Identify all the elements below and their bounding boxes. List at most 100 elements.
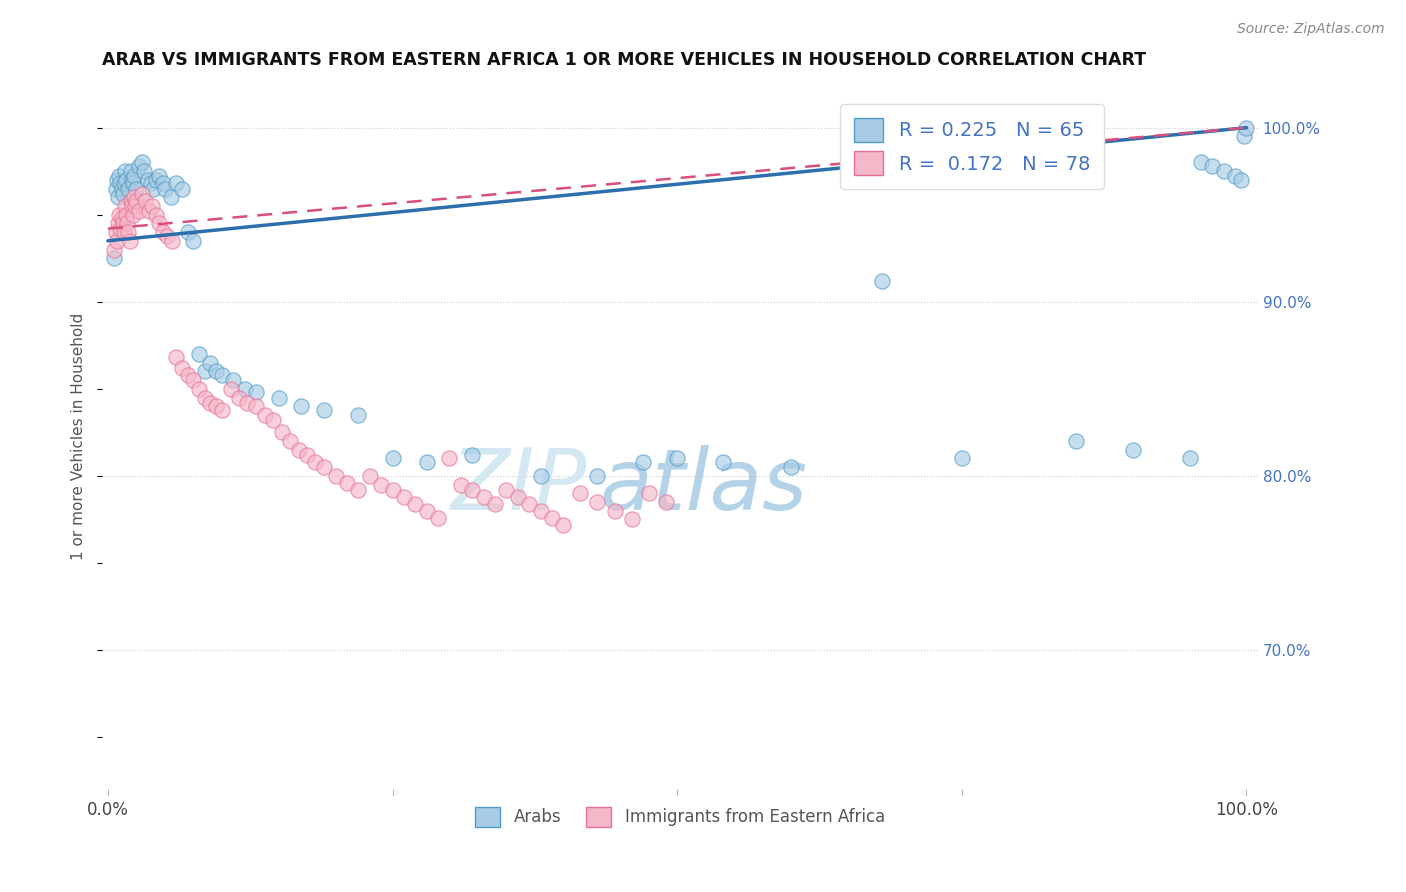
Point (439, 451, 461, 466)
Point (205, 399, 228, 413)
Point (1064, 434, 1087, 448)
Point (228, 391, 250, 405)
Point (569, 486, 592, 500)
Point (188, 347, 211, 361)
Point (159, 190, 181, 204)
Point (245, 399, 267, 413)
Point (188, 382, 211, 396)
Point (347, 483, 370, 497)
Point (461, 483, 484, 497)
Point (152, 225, 174, 239)
Point (233, 382, 256, 396)
Point (165, 177, 187, 191)
Point (103, 251, 125, 265)
Point (1122, 442, 1144, 457)
Point (1229, 173, 1251, 187)
Point (170, 360, 193, 375)
Point (128, 204, 150, 219)
Point (336, 475, 359, 490)
Point (117, 225, 139, 239)
Point (136, 173, 159, 187)
Point (211, 402, 233, 417)
Point (950, 451, 973, 466)
Point (1201, 159, 1223, 173)
Point (381, 451, 404, 466)
Point (427, 510, 450, 524)
Point (415, 455, 437, 469)
Point (122, 177, 145, 191)
Point (288, 442, 311, 457)
Point (142, 181, 165, 195)
Point (118, 234, 141, 248)
Point (529, 468, 551, 483)
Legend: Arabs, Immigrants from Eastern Africa: Arabs, Immigrants from Eastern Africa (468, 800, 891, 834)
Point (110, 211, 132, 226)
Point (141, 177, 163, 191)
Point (295, 448, 318, 462)
Point (114, 164, 136, 178)
Point (181, 373, 204, 387)
Point (176, 225, 198, 239)
Point (114, 199, 136, 213)
Point (245, 385, 267, 400)
Point (1212, 164, 1234, 178)
Point (517, 497, 540, 511)
Point (131, 186, 153, 201)
Point (110, 177, 132, 191)
Text: ZIP: ZIP (451, 444, 588, 527)
Point (553, 517, 575, 532)
Point (148, 169, 170, 184)
Point (112, 177, 135, 191)
Point (194, 391, 217, 405)
Point (1233, 129, 1256, 144)
Point (620, 512, 643, 526)
Point (134, 164, 156, 178)
Text: ARAB VS IMMIGRANTS FROM EASTERN AFRICA 1 OR MORE VEHICLES IN HOUSEHOLD CORRELATI: ARAB VS IMMIGRANTS FROM EASTERN AFRICA 1… (103, 51, 1146, 69)
Point (304, 455, 326, 469)
Point (181, 234, 204, 248)
Point (110, 181, 132, 195)
Point (359, 468, 381, 483)
Point (780, 460, 803, 475)
Point (586, 468, 609, 483)
Point (325, 468, 347, 483)
Point (278, 434, 301, 448)
Point (128, 159, 150, 173)
Point (200, 395, 222, 409)
Point (117, 181, 139, 195)
Point (117, 216, 139, 230)
Point (529, 503, 551, 517)
Point (103, 243, 125, 257)
Point (122, 169, 145, 184)
Point (541, 510, 564, 524)
Point (153, 181, 176, 195)
Point (267, 391, 290, 405)
Point (495, 483, 517, 497)
Point (415, 503, 437, 517)
Text: Source: ZipAtlas.com: Source: ZipAtlas.com (1237, 22, 1385, 37)
Point (121, 199, 143, 213)
Point (111, 216, 134, 230)
Point (404, 497, 426, 511)
Point (211, 368, 233, 382)
Point (392, 490, 415, 504)
Point (105, 173, 128, 187)
Point (461, 448, 484, 462)
Point (131, 155, 153, 169)
Point (134, 194, 156, 208)
Point (125, 181, 148, 195)
Point (655, 495, 678, 509)
Point (107, 216, 129, 230)
Point (253, 408, 276, 422)
Point (110, 221, 132, 235)
Point (120, 194, 142, 208)
Point (1178, 451, 1201, 466)
Point (111, 186, 134, 201)
Point (603, 503, 626, 517)
Point (219, 382, 242, 396)
Point (176, 368, 198, 382)
Point (1223, 169, 1246, 184)
Point (112, 225, 135, 239)
Point (631, 455, 654, 469)
Point (121, 173, 143, 187)
